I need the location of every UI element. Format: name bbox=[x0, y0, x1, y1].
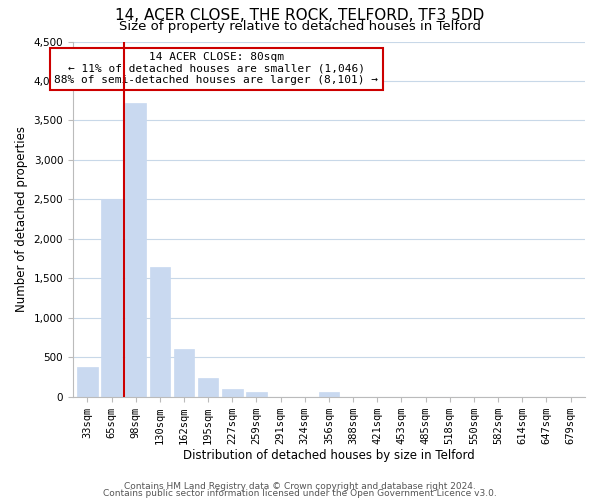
Bar bbox=[198, 378, 218, 396]
Bar bbox=[77, 366, 98, 396]
Text: 14 ACER CLOSE: 80sqm
← 11% of detached houses are smaller (1,046)
88% of semi-de: 14 ACER CLOSE: 80sqm ← 11% of detached h… bbox=[54, 52, 378, 86]
Text: Size of property relative to detached houses in Telford: Size of property relative to detached ho… bbox=[119, 20, 481, 33]
Text: 14, ACER CLOSE, THE ROCK, TELFORD, TF3 5DD: 14, ACER CLOSE, THE ROCK, TELFORD, TF3 5… bbox=[115, 8, 485, 22]
Bar bbox=[125, 103, 146, 397]
Bar bbox=[246, 392, 267, 396]
Bar bbox=[101, 200, 122, 396]
Bar bbox=[222, 389, 242, 396]
Text: Contains HM Land Registry data © Crown copyright and database right 2024.: Contains HM Land Registry data © Crown c… bbox=[124, 482, 476, 491]
Y-axis label: Number of detached properties: Number of detached properties bbox=[15, 126, 28, 312]
Text: Contains public sector information licensed under the Open Government Licence v3: Contains public sector information licen… bbox=[103, 490, 497, 498]
Bar bbox=[174, 350, 194, 397]
Bar bbox=[319, 392, 339, 396]
X-axis label: Distribution of detached houses by size in Telford: Distribution of detached houses by size … bbox=[183, 450, 475, 462]
Bar bbox=[149, 268, 170, 396]
